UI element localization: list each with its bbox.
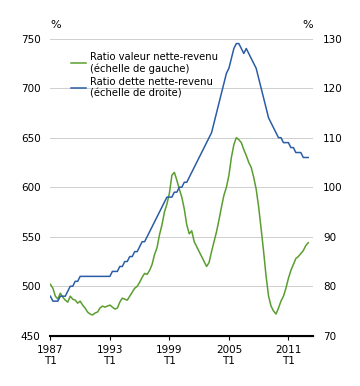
Line: Ratio valeur nette-revenu
(échelle de gauche): Ratio valeur nette-revenu (échelle de ga… [50,138,308,315]
Legend: Ratio valeur nette-revenu
(échelle de gauche), Ratio dette nette-revenu
(échelle: Ratio valeur nette-revenu (échelle de ga… [68,49,220,100]
Ratio valeur nette-revenu
(échelle de gauche) [51,286,55,291]
Ratio dette nette-revenu
(échelle de droite) [239,46,243,51]
Ratio valeur nette-revenu
(échelle de gauche) [239,140,243,145]
Ratio valeur nette-revenu
(échelle de gauche) [162,210,167,214]
Ratio valeur nette-revenu
(échelle de gauche) [234,135,239,140]
Line: Ratio dette nette-revenu
(échelle de droite): Ratio dette nette-revenu (échelle de dro… [50,44,308,301]
Ratio valeur nette-revenu
(échelle de gauche) [48,282,53,287]
Ratio dette nette-revenu
(échelle de droite) [242,51,246,56]
Ratio dette nette-revenu
(échelle de droite) [85,274,90,279]
Ratio dette nette-revenu
(échelle de droite) [234,41,239,46]
Ratio valeur nette-revenu
(échelle de gauche) [83,306,87,310]
Ratio valeur nette-revenu
(échelle de gauche) [150,262,154,267]
Ratio dette nette-revenu
(échelle de droite) [150,225,154,229]
Ratio dette nette-revenu
(échelle de droite) [306,155,310,160]
Ratio valeur nette-revenu
(échelle de gauche) [242,147,246,152]
Text: %: % [50,20,61,30]
Ratio valeur nette-revenu
(échelle de gauche) [90,313,95,317]
Text: %: % [302,20,313,30]
Ratio valeur nette-revenu
(échelle de gauche) [306,240,310,245]
Ratio dette nette-revenu
(échelle de droite) [53,299,58,303]
Ratio dette nette-revenu
(échelle de droite) [162,200,167,205]
Ratio dette nette-revenu
(échelle de droite) [51,299,55,303]
Ratio dette nette-revenu
(échelle de droite) [48,294,53,298]
